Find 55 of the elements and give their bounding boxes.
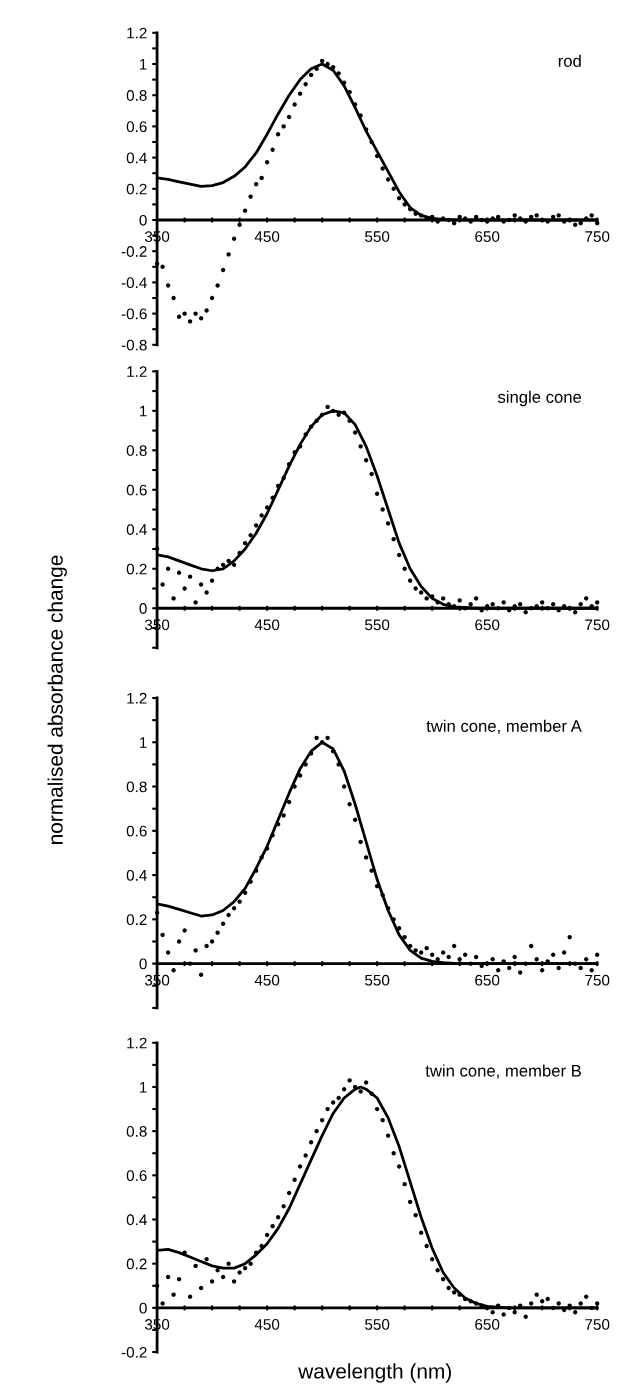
y-tick-label: 0 [139,214,147,226]
x-tick-label: 650 [475,974,500,986]
x-axis-title: wavelength (nm) [298,1363,451,1383]
y-tick-label: 0.4 [126,869,147,881]
x-tick-label: 650 [475,1319,500,1330]
y-tick-label: 1 [140,1082,147,1093]
annotation: twin cone, member A [426,719,582,734]
x-tick-label: 650 [475,231,500,242]
y-tick-label: 0.2 [126,183,147,195]
x-tick-label: 450 [254,1319,280,1330]
y-tick-label: 0 [139,603,147,614]
y-tick-label: 0.4 [126,152,147,164]
y-tick-label: 0.4 [126,524,147,535]
y-axis-title: normalised absorbance change [47,555,67,844]
y-tick-label: 0.8 [126,445,147,456]
y-tick-label: 0.6 [126,825,147,837]
y-tick-label: 0.2 [126,1258,147,1270]
x-tick-label: 750 [585,619,610,631]
y-tick-label: 0.2 [126,914,147,926]
y-tick-label: 1.2 [127,692,147,704]
y-tick-label: 0.6 [126,121,147,133]
x-tick-label: 550 [365,619,390,631]
x-tick-label: 650 [475,619,500,631]
y-tick-label: 0.6 [126,1170,147,1182]
x-tick-label: 750 [585,1319,610,1330]
y-tick-label: 1 [140,59,147,70]
annotation: rod [558,54,581,67]
annotation: twin cone, member B [425,1064,581,1079]
y-tick-label: 0.6 [126,484,147,496]
y-tick-label: 0.2 [126,563,147,575]
y-tick-label: 1.2 [127,1037,147,1049]
annotation: single cone [497,390,582,407]
x-tick-label: 450 [254,231,280,242]
y-tick-label: -0.8 [121,339,147,351]
x-tick-label: 450 [254,974,280,986]
y-tick-label: 0.4 [126,1214,147,1226]
y-tick-label: 0.8 [126,90,147,101]
y-tick-label: 1.2 [127,27,147,39]
x-tick-label: 450 [254,619,280,631]
x-tick-label: 550 [365,974,390,986]
y-tick-label: 1.2 [127,366,147,377]
y-tick-label: -0.2 [121,246,147,257]
y-tick-label: 0 [139,1302,147,1314]
y-tick-label: 0.8 [126,781,147,793]
x-tick-label: 750 [585,231,610,242]
y-tick-label: -0.6 [121,308,147,320]
y-tick-label: -0.4 [121,277,147,289]
y-tick-label: 0 [139,958,147,970]
y-tick-label: 0.8 [126,1126,147,1137]
y-tick-label: -0.2 [121,1346,147,1358]
x-tick-label: 550 [365,1319,390,1330]
x-tick-label: 750 [585,974,610,986]
y-tick-label: 1 [140,405,147,417]
x-tick-label: 550 [365,231,390,242]
y-tick-label: 1 [140,737,147,748]
